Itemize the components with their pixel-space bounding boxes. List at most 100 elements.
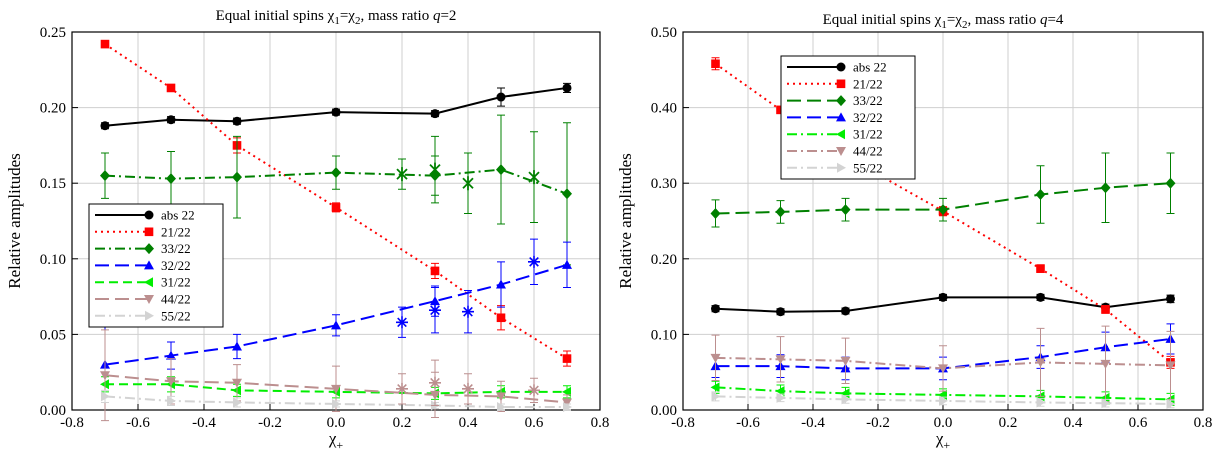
legend-marker — [836, 112, 846, 122]
x-tick-label: -0.6 — [126, 415, 150, 431]
data-point — [710, 353, 721, 363]
data-point — [232, 171, 242, 183]
legend-label: 31/22 — [161, 275, 191, 290]
data-point — [496, 279, 506, 289]
data-point — [711, 304, 720, 314]
data-point — [331, 167, 341, 179]
legend-label: 32/22 — [161, 258, 191, 273]
data-point — [1166, 294, 1175, 304]
data-point — [562, 386, 571, 397]
y-tick-label: 0.10 — [40, 252, 66, 268]
y-tick-label: 0.30 — [651, 176, 677, 192]
series-33-22 — [710, 152, 1176, 228]
data-point — [496, 164, 506, 176]
data-point — [1165, 177, 1176, 189]
data-point — [710, 207, 721, 219]
legend-entry: 33/22 — [95, 241, 191, 256]
legend-marker — [144, 210, 154, 220]
legend-entry: 33/22 — [787, 93, 883, 108]
series-55-22 — [101, 389, 572, 412]
x-tick-label: -0.2 — [866, 415, 890, 431]
legend-entry: 21/22 — [95, 224, 191, 239]
x-tick-label: -0.8 — [60, 415, 84, 431]
data-point — [1101, 398, 1111, 409]
legend-label: 21/22 — [161, 224, 191, 239]
data-point — [775, 355, 786, 365]
legend-entry: 32/22 — [787, 110, 883, 125]
data-point — [710, 382, 720, 393]
y-tick-label: 0.10 — [651, 327, 677, 343]
data-point — [166, 377, 176, 387]
legend-entry: 21/22 — [787, 76, 883, 91]
data-point — [776, 392, 786, 403]
data-point — [496, 313, 506, 323]
legend-marker — [145, 310, 154, 321]
data-point — [331, 203, 341, 212]
series-abs-22 — [100, 82, 572, 131]
x-tick-label: 0.6 — [1129, 415, 1148, 431]
series-44-22 — [100, 329, 572, 422]
data-point — [1101, 305, 1110, 314]
data-point — [166, 173, 176, 185]
legend-entry: 44/22 — [787, 144, 883, 159]
y-tick-label: 0.15 — [40, 176, 66, 192]
y-tick-label: 0.25 — [40, 25, 66, 41]
data-point — [562, 83, 572, 93]
data-point — [562, 398, 572, 408]
data-point — [496, 392, 506, 402]
data-point — [331, 107, 341, 117]
data-point — [840, 204, 851, 216]
legend-label: abs 22 — [853, 60, 887, 75]
data-point — [841, 306, 850, 316]
data-point — [1165, 361, 1176, 371]
data-point — [563, 401, 572, 412]
y-tick-label: 0.05 — [40, 327, 66, 343]
legend-entry: abs 22 — [787, 60, 887, 75]
y-axis-label: Relative amplitudes — [616, 153, 635, 289]
x-tick-label: -0.4 — [192, 415, 216, 431]
legend-entry: 32/22 — [95, 258, 191, 273]
data-point — [100, 371, 110, 381]
legend-marker — [836, 79, 846, 89]
data-point — [938, 204, 948, 216]
data-point — [100, 121, 110, 131]
x-tick-label: 0.2 — [999, 415, 1018, 431]
data-point — [100, 39, 110, 49]
legend-label: 32/22 — [853, 110, 883, 125]
legend-marker — [144, 260, 154, 270]
data-point — [166, 350, 176, 360]
data-point — [396, 316, 408, 329]
y-tick-label: 0.40 — [651, 101, 677, 117]
data-point — [562, 259, 572, 269]
legend-marker — [837, 162, 846, 173]
legend-marker — [836, 62, 846, 72]
data-point — [430, 266, 440, 276]
data-point — [841, 394, 851, 405]
y-tick-label: 0.20 — [651, 252, 677, 268]
x-tick-label: 0.6 — [525, 415, 544, 431]
legend-marker — [836, 147, 846, 156]
data-point — [429, 376, 441, 389]
data-point — [233, 397, 242, 408]
legend-entry: 44/22 — [95, 292, 191, 307]
x-tick-label: -0.8 — [671, 415, 695, 431]
legend-label: 21/22 — [853, 76, 883, 91]
legend-marker — [144, 227, 154, 237]
data-point — [1166, 398, 1176, 409]
chart-title: Equal initial spins χ1=χ2, mass ratio q=… — [823, 12, 1064, 31]
data-point — [496, 92, 506, 102]
x-tick-label: -0.6 — [736, 415, 760, 431]
data-point — [497, 401, 506, 412]
data-point — [1036, 264, 1045, 273]
data-point — [775, 386, 785, 397]
y-axis-label: Relative amplitudes — [5, 153, 24, 289]
chart-title: Equal initial spins χ1=χ2, mass ratio q=… — [216, 8, 457, 27]
x-axis-label: χ+ — [328, 429, 344, 452]
legend-entry: 31/22 — [95, 275, 191, 290]
data-point — [396, 382, 408, 395]
y-tick-label: 0.20 — [40, 101, 66, 117]
data-point — [331, 320, 341, 330]
